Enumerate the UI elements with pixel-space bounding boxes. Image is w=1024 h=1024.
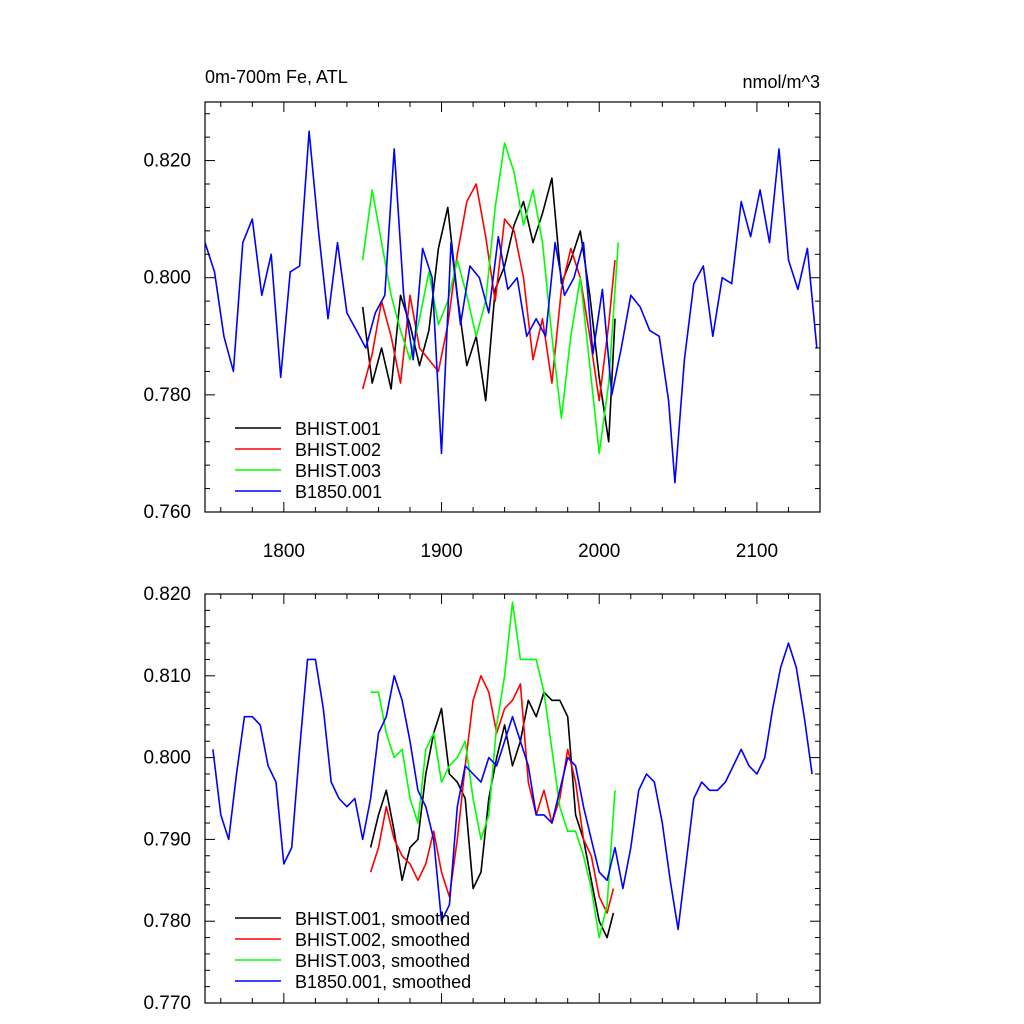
x-tick-label: 2100 [736, 541, 778, 562]
top-chart-title: 0m-700m Fe, ATL [205, 67, 348, 87]
plot-frame [204, 593, 821, 1004]
series-line-bhist-002 [361, 183, 616, 402]
legend-label: BHIST.002, smoothed [295, 930, 470, 950]
y-tick-label: 0.780 [143, 385, 191, 406]
legend-label: BHIST.001 [295, 419, 381, 439]
legend-label: B1850.001, smoothed [295, 972, 471, 992]
y-tick-label: 0.820 [143, 584, 191, 605]
series-line-bhist-003 [361, 142, 619, 455]
y-tick-label: 0.790 [143, 829, 191, 850]
y-tick-label: 0.800 [143, 748, 191, 769]
legend-label: B1850.001 [295, 482, 382, 502]
x-tick-label: 1800 [263, 541, 305, 562]
top-chart-units: nmol/m^3 [743, 72, 820, 92]
series-line-b1850-001-smoothed [212, 642, 813, 931]
legend-label: BHIST.001, smoothed [295, 909, 470, 929]
legend-label: BHIST.002 [295, 440, 381, 460]
top-panel: 0m-700m Fe, ATL nmol/m^3 0.760 0.780 0.800… [143, 67, 821, 562]
series-line-b1850-001 [205, 130, 818, 484]
x-tick-label: 1900 [420, 541, 462, 562]
y-tick-label: 0.820 [143, 151, 191, 172]
y-tick-label: 0.800 [143, 268, 191, 289]
y-tick-label: 0.760 [143, 502, 191, 523]
legend-label: BHIST.003 [295, 461, 381, 481]
x-tick-label: 2000 [578, 541, 620, 562]
series-line-bhist-003-smoothed [370, 601, 616, 939]
plot-frame [204, 101, 821, 513]
y-tick-label: 0.810 [143, 666, 191, 687]
y-tick-label: 0.770 [143, 993, 191, 1014]
series-line-bhist-002-smoothed [369, 674, 615, 914]
legend-label: BHIST.003, smoothed [295, 951, 470, 971]
y-tick-label: 0.780 [143, 911, 191, 932]
bottom-panel: 0.770 0.780 0.790 0.800 0.810 0.820 BHIST.001,… [143, 584, 821, 1014]
